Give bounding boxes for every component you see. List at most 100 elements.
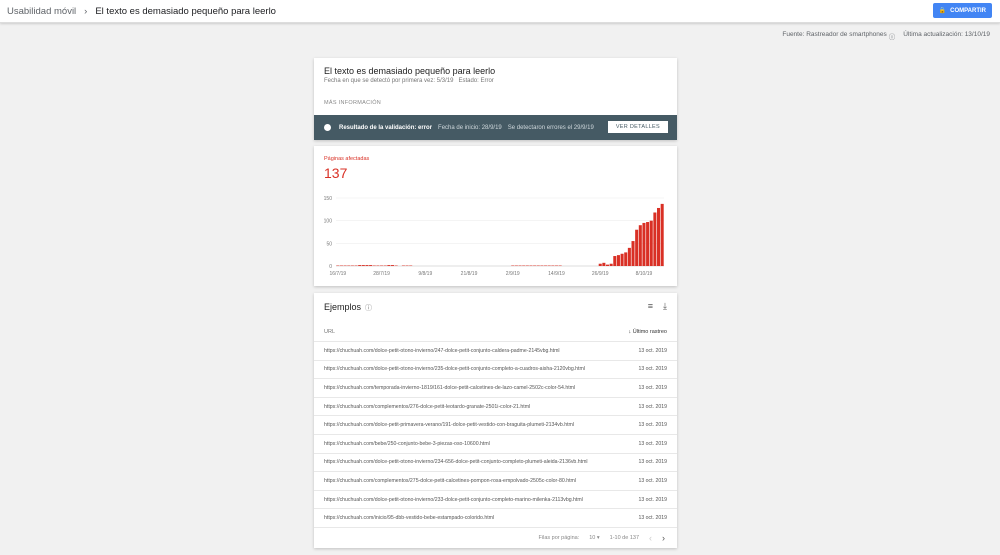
bar bbox=[631, 241, 635, 266]
x-tick-label: 26/9/19 bbox=[592, 271, 609, 277]
page-title: El texto es demasiado pequeño para leerl… bbox=[95, 5, 276, 17]
table-row[interactable]: https://chuchuah.com/dolce-petit-otono-i… bbox=[314, 489, 677, 509]
rows-per-page-select[interactable]: 10 ▾ bbox=[589, 534, 600, 541]
bar bbox=[635, 229, 639, 266]
bar bbox=[657, 207, 661, 266]
row-url: https://chuchuah.com/complementos/276-do… bbox=[324, 403, 531, 410]
download-icon[interactable]: ⤓ bbox=[663, 301, 667, 311]
last-updated: Última actualización: 13/10/19 bbox=[903, 31, 990, 38]
row-date: 13 oct. 2019 bbox=[638, 366, 667, 373]
validation-result: Resultado de la validación: error bbox=[339, 124, 433, 131]
y-tick-label: 100 bbox=[324, 219, 333, 225]
bar bbox=[605, 264, 610, 266]
row-url: https://chuchuah.com/dolce-petit-otono-i… bbox=[324, 496, 583, 503]
see-details-button[interactable]: VER DETALLES bbox=[607, 121, 668, 133]
bar bbox=[638, 225, 642, 266]
page-range: 1-10 de 137 bbox=[609, 534, 639, 541]
examples-title: Ejemplos bbox=[324, 302, 362, 312]
y-tick-label: 0 bbox=[329, 264, 332, 270]
affected-pages-chart: 0 50 100 150 16/7/19 28/7/19 9/8/19 21/8/19 2/9/… bbox=[324, 196, 664, 277]
row-url: https://chuchuah.com/inicio/95-dbb-vesti… bbox=[324, 515, 495, 522]
rows-per-page-value: 10 bbox=[589, 534, 596, 541]
table-header: URL ↓ Último rastreo bbox=[314, 323, 677, 341]
y-tick-label: 150 bbox=[324, 196, 333, 202]
source: Fuente: Rastreador de smartphones bbox=[782, 31, 887, 38]
col-url: URL bbox=[324, 329, 336, 335]
affected-pages-card: Páginas afectadas 137 0 50 100 150 16/7/19 28… bbox=[314, 146, 677, 286]
x-tick-label: 14/9/19 bbox=[548, 271, 565, 277]
bar bbox=[613, 256, 617, 266]
help-icon[interactable]: ⓘ bbox=[888, 34, 896, 41]
lock-icon: 🔒 bbox=[938, 8, 947, 14]
row-url: https://chuchuah.com/temporada-invierno-… bbox=[324, 384, 576, 391]
prev-page-icon[interactable]: ‹ bbox=[649, 532, 652, 543]
bar bbox=[627, 247, 631, 266]
row-url: https://chuchuah.com/bebe/250-conjunto-b… bbox=[324, 440, 490, 447]
breadcrumb-mobile-usability[interactable]: Usabilidad móvil bbox=[7, 5, 77, 17]
pagination: Filas por página: 10 ▾ 1-10 de 137 ‹ › bbox=[314, 527, 677, 547]
bar bbox=[616, 255, 620, 266]
table-row[interactable]: https://chuchuah.com/dolce-petit-otono-i… bbox=[314, 359, 677, 379]
validation-detected: Se detectaron errores el 29/9/19 bbox=[507, 124, 594, 131]
row-date: 13 oct. 2019 bbox=[638, 496, 667, 503]
x-tick-label: 2/9/19 bbox=[506, 271, 520, 277]
table-row[interactable]: https://chuchuah.com/bebe/250-conjunto-b… bbox=[314, 434, 677, 453]
row-date: 13 oct. 2019 bbox=[638, 477, 667, 484]
affected-label: Páginas afectadas bbox=[324, 156, 370, 162]
share-label: COMPARTIR bbox=[950, 7, 986, 14]
chevron-right-icon: › bbox=[84, 5, 88, 17]
row-date: 13 oct. 2019 bbox=[638, 347, 667, 354]
first-detected: Fecha en que se detectó por primera vez:… bbox=[324, 78, 454, 84]
bar bbox=[390, 265, 395, 266]
examples-card: Ejemplos ⓘ ≡ ⤓ URL ↓ Último rastreo https:… bbox=[314, 293, 677, 548]
table-row[interactable]: https://chuchuah.com/dolce-petit-primave… bbox=[314, 415, 677, 434]
bar bbox=[387, 265, 391, 266]
row-url: https://chuchuah.com/dolce-petit-otono-i… bbox=[324, 347, 560, 354]
issue-title: El texto es demasiado pequeño para leerl… bbox=[324, 66, 496, 76]
row-url: https://chuchuah.com/dolce-petit-primave… bbox=[324, 422, 574, 429]
row-date: 13 oct. 2019 bbox=[638, 384, 667, 391]
row-date: 13 oct. 2019 bbox=[638, 440, 667, 447]
row-date: 13 oct. 2019 bbox=[638, 459, 667, 466]
row-date: 13 oct. 2019 bbox=[638, 403, 667, 410]
table-row[interactable]: https://chuchuah.com/complementos/275-do… bbox=[314, 471, 677, 490]
meta-info: Fuente: Rastreador de smartphones ⓘ Últi… bbox=[782, 31, 990, 41]
row-url: https://chuchuah.com/dolce-petit-otono-i… bbox=[324, 366, 585, 373]
status: Estado: Error bbox=[458, 78, 494, 84]
col-last-crawl[interactable]: ↓ Último rastreo bbox=[628, 329, 667, 335]
bar bbox=[620, 253, 624, 266]
x-tick-label: 21/8/19 bbox=[461, 271, 478, 277]
bar bbox=[602, 262, 606, 266]
bar bbox=[642, 222, 646, 266]
affected-count: 137 bbox=[324, 165, 348, 181]
row-date: 13 oct. 2019 bbox=[638, 422, 667, 429]
table-row[interactable]: https://chuchuah.com/complementos/276-do… bbox=[314, 396, 677, 416]
help-icon[interactable]: ⓘ bbox=[365, 305, 373, 312]
x-tick-label: 16/7/19 bbox=[329, 271, 346, 277]
table-row[interactable]: https://chuchuah.com/temporada-invierno-… bbox=[314, 378, 677, 397]
table-row[interactable]: https://chuchuah.com/dolce-petit-otono-i… bbox=[314, 341, 677, 360]
x-tick-label: 8/10/19 bbox=[636, 271, 653, 277]
bar bbox=[653, 212, 657, 266]
validation-bar: Resultado de la validación: error Fecha … bbox=[314, 115, 677, 140]
row-date: 13 oct. 2019 bbox=[638, 515, 667, 522]
filter-icon[interactable]: ≡ bbox=[647, 301, 654, 311]
bar bbox=[660, 203, 664, 266]
col-last-crawl-label: Último rastreo bbox=[632, 329, 667, 335]
bar bbox=[649, 220, 653, 266]
next-page-icon[interactable]: › bbox=[662, 532, 665, 543]
bar bbox=[598, 263, 602, 266]
bar bbox=[358, 265, 362, 266]
bar bbox=[365, 265, 369, 266]
share-button[interactable]: 🔒 COMPARTIR bbox=[932, 3, 992, 18]
y-tick-label: 50 bbox=[326, 241, 332, 247]
x-tick-label: 9/8/19 bbox=[418, 271, 432, 277]
bar bbox=[369, 265, 373, 266]
table-row[interactable]: https://chuchuah.com/inicio/95-dbb-vesti… bbox=[314, 508, 677, 527]
table-row[interactable]: https://chuchuah.com/dolce-petit-otono-i… bbox=[314, 452, 677, 472]
bar bbox=[646, 222, 650, 266]
row-url: https://chuchuah.com/dolce-petit-otono-i… bbox=[324, 459, 588, 466]
info-icon bbox=[324, 124, 331, 131]
more-info-link[interactable]: MÁS INFORMACIÓN bbox=[324, 100, 382, 106]
row-url: https://chuchuah.com/complementos/275-do… bbox=[324, 477, 577, 484]
